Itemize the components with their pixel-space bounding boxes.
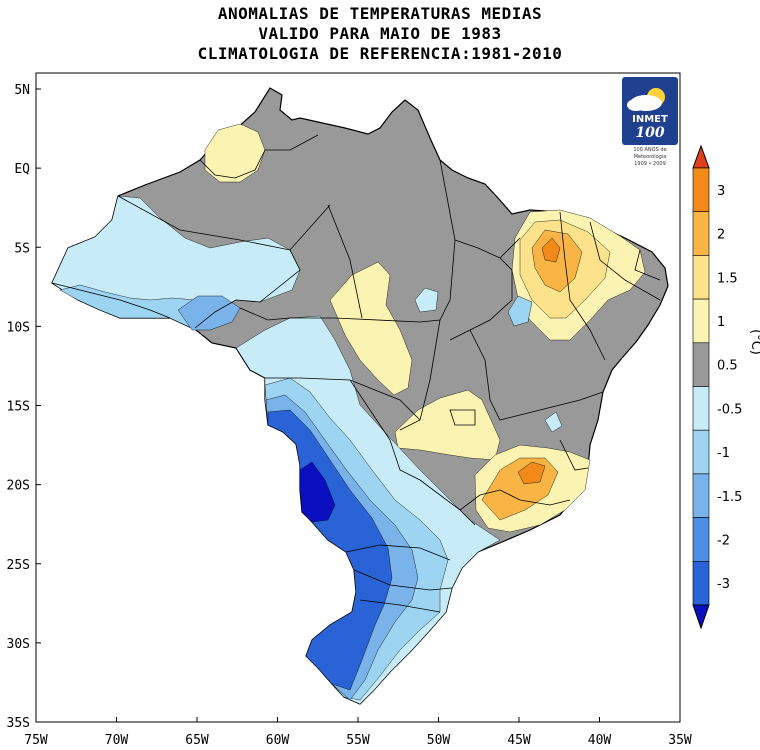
colorbar-label: -0.5	[717, 402, 742, 417]
colorbar-top-triangle	[692, 144, 710, 169]
title-line-2: VALIDO PARA MAIO DE 1983	[258, 24, 502, 43]
colorbar-swatch	[692, 211, 710, 256]
colorbar-label: 3	[717, 184, 725, 199]
x-tick-label: 55W	[346, 733, 370, 748]
warm-anomaly-roraima	[204, 123, 266, 183]
y-tick-label: 30S	[7, 637, 30, 652]
colorbar-bottom-triangle	[692, 604, 710, 630]
colorbar: 3 2 1.5 1 0.5 -0.5 -1 -1.5 -2 -3	[692, 144, 742, 630]
colorbar-swatch	[692, 255, 710, 300]
colorbar-label: 2	[717, 228, 725, 243]
colorbar-label: 0.5	[717, 359, 738, 374]
colorbar-swatch	[692, 560, 710, 606]
warm-anomaly-northeast-3	[541, 237, 561, 263]
colorbar-swatch	[692, 342, 710, 387]
y-tick-label: 25S	[7, 558, 30, 573]
colorbar-swatch	[692, 386, 710, 431]
venezuela-border	[199, 134, 319, 179]
colorbar-label: -3	[717, 577, 730, 592]
warm-anomaly-southeast-3	[517, 461, 546, 485]
colorbar-swatch	[692, 473, 710, 518]
colorbar-swatch	[692, 298, 710, 344]
x-tick-label: 70W	[105, 733, 129, 748]
y-tick-label: 5S	[14, 241, 30, 256]
x-tick-label: 45W	[507, 733, 531, 748]
colorbar-label: -1.5	[717, 490, 742, 505]
y-tick-label: EQ	[14, 162, 30, 177]
y-tick-label: 10S	[7, 320, 30, 335]
title-line-3: CLIMATOLOGIA DE REFERENCIA:1981-2010	[197, 44, 563, 63]
y-tick-label: 5N	[14, 83, 30, 98]
cool-anomaly-small-patch-2	[507, 295, 533, 327]
colorbar-label: -2	[717, 533, 730, 548]
y-axis: 5N EQ 5S 10S 15S 20S 25S 30S 35S	[7, 83, 41, 731]
colorbar-label: -1	[717, 446, 730, 461]
colorbar-swatch	[692, 517, 710, 562]
colombia-peru-border	[51, 282, 171, 319]
x-tick-label: 40W	[588, 733, 612, 748]
colorbar-swatch	[692, 167, 710, 213]
x-tick-label: 60W	[266, 733, 290, 748]
cool-anomaly-mato-grosso-do-sul-extreme	[299, 461, 336, 523]
x-tick-label: 65W	[185, 733, 209, 748]
x-axis: 75W 70W 65W 60W 55W 50W 45W 40W 35W	[24, 717, 692, 748]
state-borders	[117, 159, 661, 613]
x-tick-label: 75W	[24, 733, 48, 748]
x-tick-label: 50W	[427, 733, 451, 748]
y-tick-label: 35S	[7, 716, 30, 731]
title-line-1: ANOMALIAS DE TEMPERATURAS MEDIAS	[217, 4, 543, 23]
y-tick-label: 15S	[7, 400, 30, 415]
x-tick-label: 35W	[668, 733, 692, 748]
y-tick-label: 20S	[7, 479, 30, 494]
colorbar-label: 1.5	[717, 271, 738, 286]
cool-anomaly-rondonia	[177, 295, 241, 331]
warm-anomaly-central	[329, 261, 413, 396]
cool-anomaly-small-patch-1	[414, 287, 439, 313]
inmet-logo: INMET 100 100 ANOS de Meteorologia 1909 …	[622, 77, 678, 174]
cool-anomaly-small-patch-3	[544, 411, 563, 433]
warm-anomaly-goias	[394, 389, 501, 461]
colorbar-label: 1	[717, 315, 725, 330]
colorbar-unit: (°C)	[748, 329, 760, 355]
colorbar-swatch	[692, 429, 710, 475]
